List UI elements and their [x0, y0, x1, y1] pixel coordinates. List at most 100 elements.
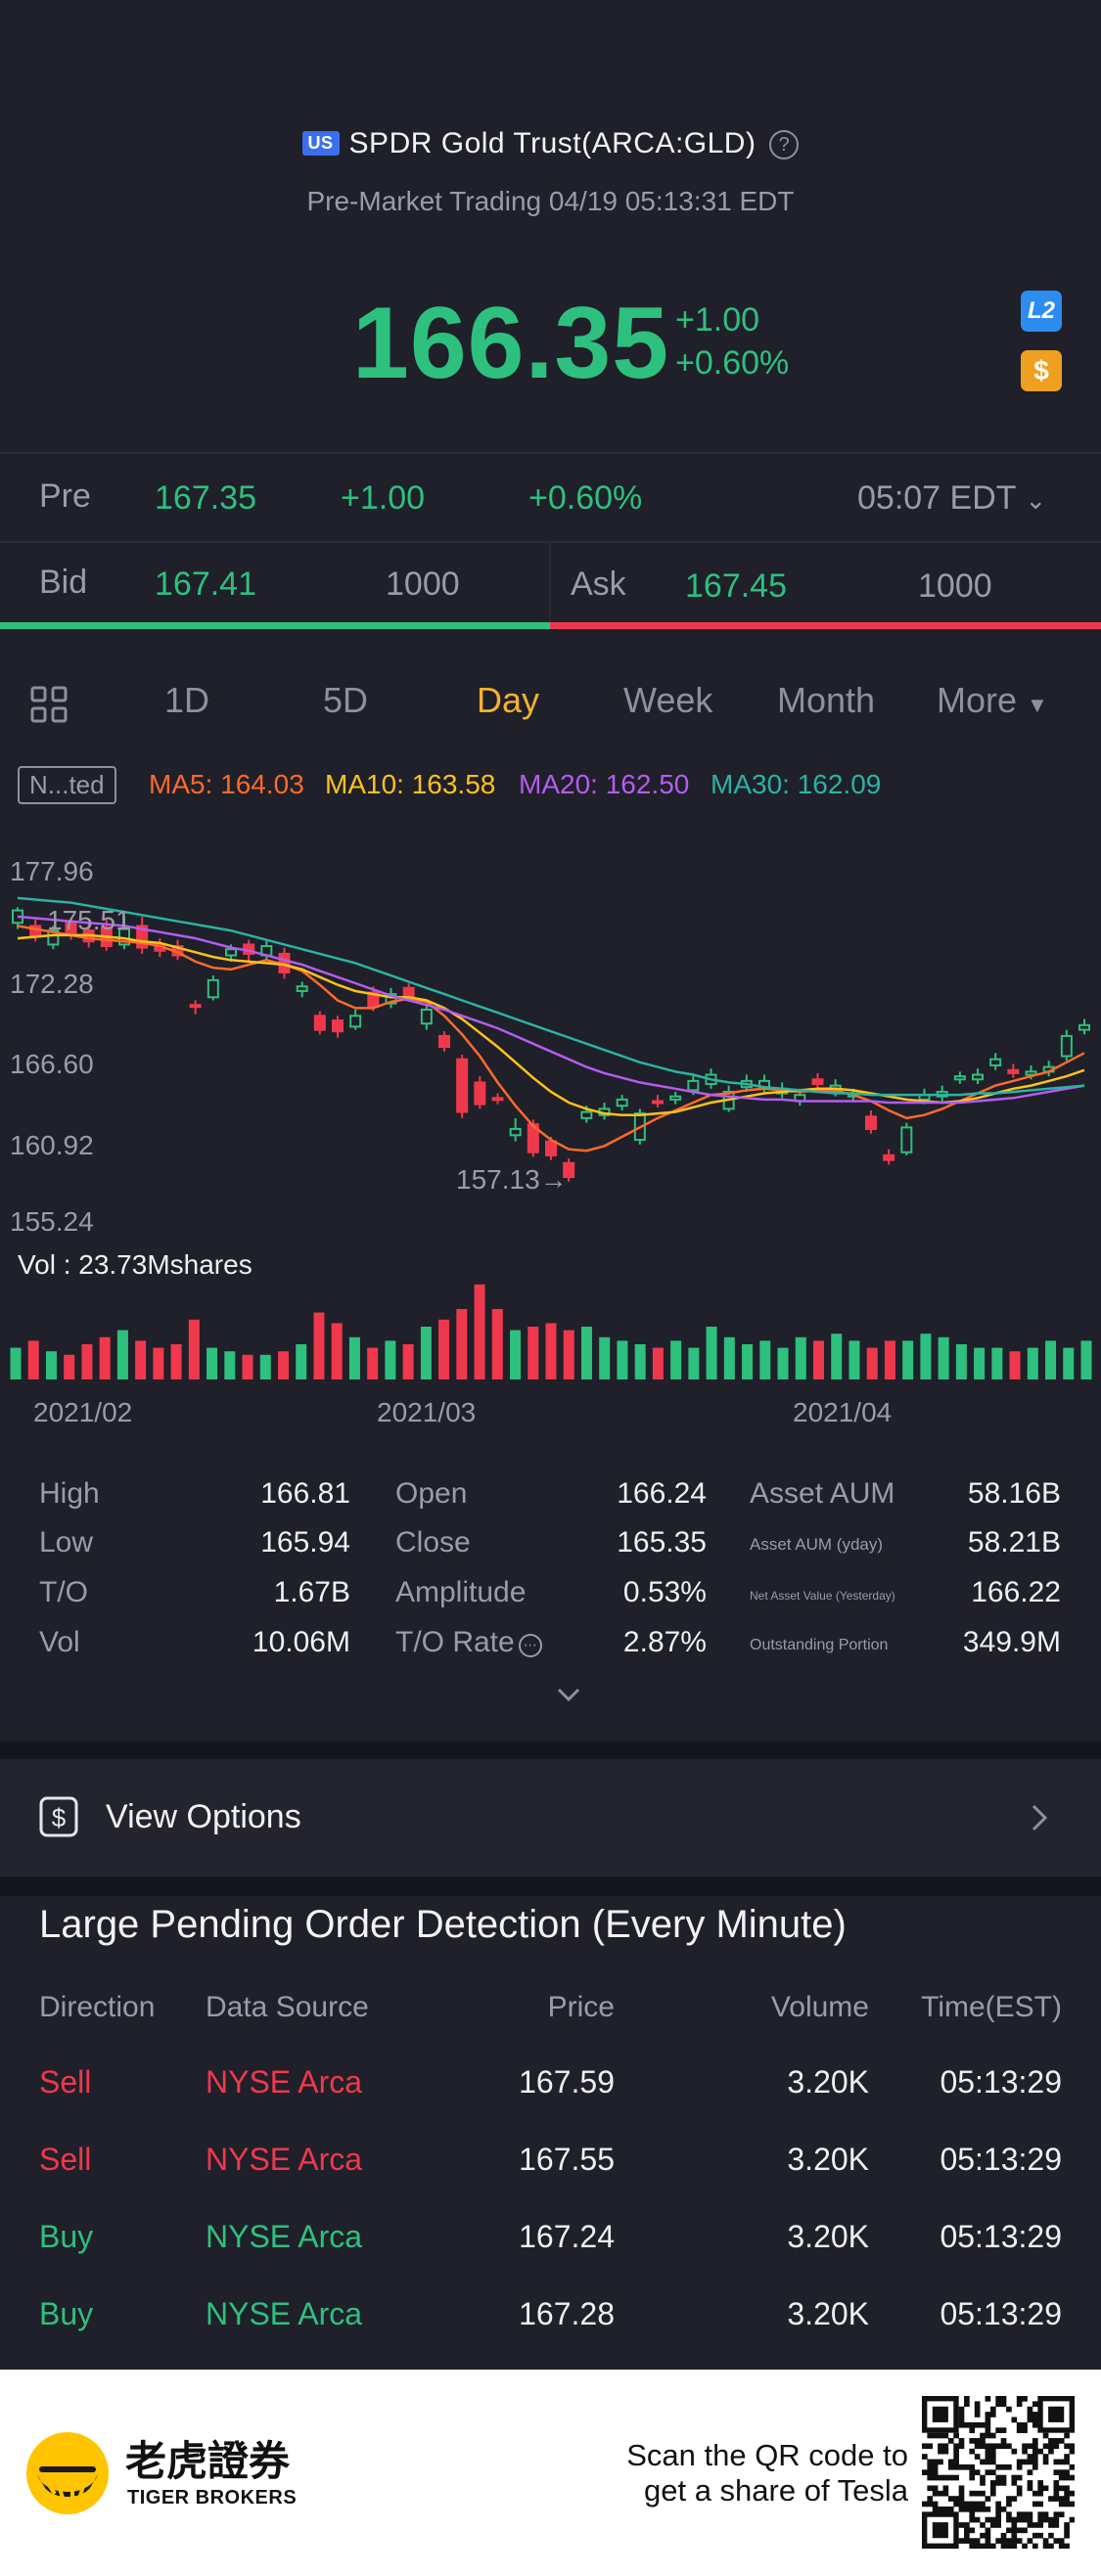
candle-body [349, 1015, 362, 1028]
tab-day[interactable]: Day [477, 680, 540, 720]
stat-label: Vol [39, 1626, 80, 1658]
stock-title: US SPDR Gold Trust(ARCA:GLD)? [0, 127, 1101, 160]
order-direction: Sell [39, 2064, 92, 2100]
volume-bar [634, 1344, 646, 1379]
svg-text:$: $ [52, 1803, 67, 1832]
y-tick: 172.28 [10, 969, 94, 999]
volume-bar [402, 1344, 414, 1379]
candle-body [652, 1100, 664, 1105]
dollar-icon[interactable]: $ [1021, 350, 1062, 391]
volume-bar [955, 1344, 967, 1379]
grid-layout-icon[interactable] [29, 685, 69, 729]
volume-bar [938, 1336, 949, 1379]
stat-value: 349.9M [962, 1626, 1061, 1658]
premarket-label: Pre [39, 477, 91, 515]
candle-body [563, 1161, 575, 1179]
volume-bar [723, 1336, 735, 1379]
volume-bar [617, 1340, 628, 1379]
col-header-source: Data Source [206, 1991, 369, 2023]
premarket-time: 05:07 EDT [857, 479, 1016, 517]
col-header-time: Time(EST) [921, 1991, 1062, 2023]
stat-label: Low [39, 1526, 94, 1559]
volume-bar [706, 1327, 717, 1379]
order-volume: 3.20K [787, 2296, 869, 2331]
candle-body [313, 1015, 326, 1031]
candlestick-chart[interactable] [0, 881, 1101, 1213]
section-separator [0, 1876, 1101, 1896]
ma-line-ma10 [17, 933, 1085, 1116]
tab-1d[interactable]: 1D [164, 680, 210, 720]
stat-value: 166.24 [617, 1477, 707, 1510]
chevron-down-icon: ⌄ [1025, 485, 1047, 515]
ma-line-ma30 [17, 896, 1085, 1097]
tab-week[interactable]: Week [623, 680, 713, 720]
volume-bar [670, 1340, 682, 1379]
candle-body [989, 1058, 1002, 1067]
volume-bar [438, 1319, 450, 1379]
dollar-options-icon: $ [39, 1796, 78, 1842]
candle-body [883, 1153, 895, 1161]
view-options-row[interactable]: $ View Options [0, 1759, 1101, 1876]
low-marker: 157.13→ [456, 1164, 568, 1195]
expand-stats-icon[interactable] [554, 1683, 583, 1706]
volume-bar [153, 1347, 164, 1379]
volume-bar [296, 1344, 307, 1379]
volume-bar [528, 1327, 539, 1379]
stat-label: Net Asset Value (Yesterday) [750, 1589, 895, 1603]
col-header-volume: Volume [770, 1991, 869, 2023]
order-direction: Sell [39, 2142, 92, 2177]
volume-bar [599, 1336, 611, 1379]
order-source: NYSE Arca [206, 2142, 363, 2177]
candle-body [491, 1097, 504, 1102]
stat-value: 58.21B [967, 1526, 1061, 1559]
order-time: 05:13:29 [940, 2219, 1062, 2254]
candle-body [402, 986, 415, 999]
volume-bar [510, 1330, 522, 1379]
level2-icon[interactable]: L2 [1021, 291, 1062, 332]
volume-bar [545, 1323, 557, 1379]
ask-ratio-bar [550, 622, 1101, 629]
stat-label-with-info[interactable]: T/O Rate ⋯ [395, 1626, 542, 1659]
adjust-mode-toggle[interactable]: N...ted [18, 766, 116, 804]
candle-body [206, 978, 219, 999]
stock-name: SPDR Gold Trust(ARCA:GLD) [348, 127, 757, 159]
y-tick: 160.92 [10, 1130, 94, 1160]
candle-body [1078, 1023, 1090, 1031]
tab-5d[interactable]: 5D [323, 680, 369, 720]
candle-body [47, 929, 60, 946]
tab-more[interactable]: More ▼ [937, 680, 1048, 721]
candle-body [900, 1126, 913, 1153]
candle-body [332, 1019, 344, 1033]
volume-bar [849, 1340, 860, 1379]
volume-bar [45, 1351, 57, 1379]
candle-body [811, 1078, 824, 1086]
volume-bar [902, 1340, 914, 1379]
ask-label: Ask [571, 565, 626, 603]
volume-bar [652, 1347, 664, 1379]
order-source: NYSE Arca [206, 2064, 363, 2100]
bid-size: 1000 [386, 565, 460, 603]
volume-bar [64, 1354, 75, 1379]
divider [0, 452, 1101, 454]
ma-line-ma20 [17, 915, 1085, 1105]
volume-bar [884, 1340, 895, 1379]
volume-bar [920, 1333, 932, 1379]
candle-body [456, 1058, 469, 1113]
order-price: 167.59 [519, 2064, 615, 2100]
tab-month[interactable]: Month [777, 680, 876, 720]
volume-bar [27, 1340, 39, 1379]
y-tick: 155.24 [10, 1206, 94, 1237]
volume-bar [224, 1351, 236, 1379]
premarket-time-selector[interactable]: 05:07 EDT ⌄ [857, 479, 1046, 518]
stat-label: High [39, 1477, 100, 1510]
stat-value: 0.53% [622, 1576, 707, 1608]
ma5-value: MA5: 164.03 [149, 769, 304, 799]
help-icon[interactable]: ? [769, 130, 800, 159]
stat-value: 58.16B [967, 1477, 1061, 1510]
volume-bar [1009, 1351, 1021, 1379]
bid-ratio-bar [0, 622, 550, 629]
chevron-right-icon [1028, 1800, 1051, 1840]
volume-bar [367, 1347, 379, 1379]
ask-price: 167.45 [685, 567, 787, 605]
candle-body [1060, 1034, 1073, 1058]
